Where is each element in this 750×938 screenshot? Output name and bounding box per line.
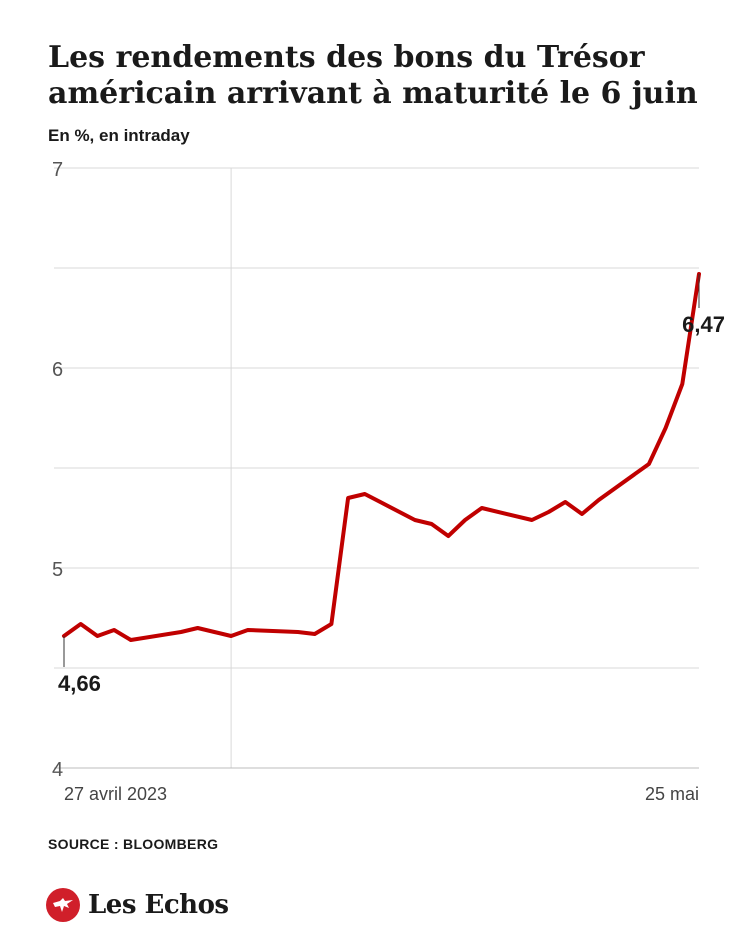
chart-title-line-1: Les rendements des bons du Trésor — [48, 40, 645, 75]
y-tick-label: 6 — [52, 359, 63, 381]
y-tick-label: 4 — [52, 759, 63, 781]
chart-title: Les rendements des bons du Trésor améric… — [48, 40, 728, 112]
brand-name: Les Echos — [88, 890, 229, 920]
annotation-label: 4,66 — [58, 671, 101, 696]
gridlines — [54, 167, 699, 769]
axes: 4 5 6 7 27 avril 2023 25 mai — [52, 159, 699, 804]
y-tick-label: 5 — [52, 559, 63, 581]
x-tick-label: 25 mai — [645, 784, 699, 804]
series — [62, 272, 701, 642]
series-line — [62, 272, 701, 642]
annotations: 4,66 6,47 — [58, 274, 725, 696]
eagle-icon — [46, 888, 80, 922]
chart-subtitle: En %, en intraday — [48, 126, 190, 145]
line-chart: 4 5 6 7 27 avril 2023 25 mai 4,66 6,47 — [52, 159, 725, 804]
x-tick-label: 27 avril 2023 — [64, 784, 167, 804]
brand-logo: Les Echos — [46, 888, 229, 922]
annotation-label: 6,47 — [682, 312, 725, 337]
chart-title-line-2: américain arrivant à maturité le 6 juin — [48, 76, 698, 111]
y-tick-label: 7 — [52, 159, 63, 181]
source-note: SOURCE : BLOOMBERG — [48, 836, 219, 852]
